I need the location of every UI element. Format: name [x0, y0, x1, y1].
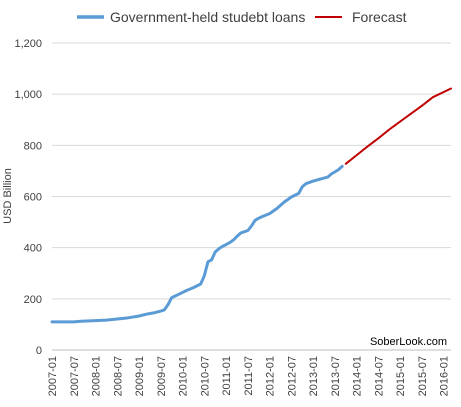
x-tick-label: 2010-07 — [199, 356, 211, 396]
y-tick-label: 600 — [24, 192, 42, 204]
x-tick-label: 2008-01 — [91, 356, 103, 396]
legend-label: Forecast — [352, 9, 407, 25]
x-tick-label: 2012-01 — [265, 356, 277, 396]
y-axis-title: USD Billion — [2, 168, 14, 224]
x-tick-label: 2014-01 — [352, 356, 364, 396]
gridlines — [52, 42, 451, 300]
x-tick-label: 2012-07 — [286, 356, 298, 396]
y-tick-label: 1,200 — [14, 38, 42, 50]
series-line-forecast — [344, 87, 452, 165]
x-tick-label: 2009-01 — [134, 356, 146, 396]
x-tick-label: 2015-07 — [417, 356, 429, 396]
x-axis-ticks: 2007-01 2007-07 2008-01 2008-07 2009-01 2009-… — [47, 356, 451, 396]
x-tick-label: 2008-07 — [112, 356, 124, 396]
legend: Government-held studebt loans Forecast — [77, 9, 407, 25]
y-tick-label: 0 — [36, 345, 42, 357]
y-tick-label: 1,000 — [14, 89, 42, 101]
x-tick-label: 2014-07 — [373, 356, 385, 396]
x-tick-label: 2013-07 — [330, 356, 342, 396]
y-tick-label: 400 — [24, 243, 42, 255]
x-tick-label: 2011-07 — [243, 356, 255, 396]
y-tick-label: 200 — [24, 294, 42, 306]
x-tick-label: 2016-01 — [439, 356, 451, 396]
series-lines — [50, 87, 452, 324]
x-tick-label: 2015-01 — [395, 356, 407, 396]
x-tick-label: 2010-01 — [178, 356, 190, 396]
legend-label: Government-held studebt loans — [110, 9, 305, 25]
y-axis-ticks: 0 200 400 600 800 1,000 1,200 — [14, 38, 42, 357]
x-tick-label: 2007-01 — [47, 356, 59, 396]
x-tick-label: 2007-07 — [69, 356, 81, 396]
watermark-text: SoberLook.com — [370, 336, 447, 348]
y-tick-label: 800 — [24, 140, 42, 152]
x-tick-label: 2013-01 — [308, 356, 320, 396]
x-tick-label: 2009-07 — [156, 356, 168, 396]
series-line-government-held — [50, 164, 344, 324]
x-tick-label: 2011-01 — [221, 356, 233, 396]
